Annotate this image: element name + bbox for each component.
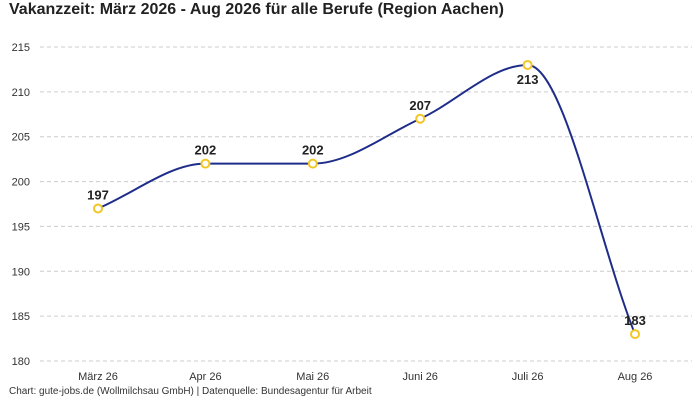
data-point [630, 329, 640, 340]
x-tick-label: Apr 26 [189, 371, 221, 383]
x-tick-label: Aug 26 [618, 371, 653, 383]
data-point [522, 59, 533, 70]
x-tick-label: Juli 26 [512, 371, 544, 383]
gridlines [40, 46, 692, 362]
y-tick-label: 205 [12, 132, 30, 144]
data-label: 213 [517, 72, 539, 87]
data-point [200, 158, 211, 169]
x-axis-ticks: März 26 Apr 26 Mai 26 Juni 26 Juli 26 Aug 26 [78, 371, 652, 383]
y-tick-label: 185 [12, 311, 30, 323]
data-label: 197 [87, 187, 109, 202]
series-line [97, 63, 636, 335]
y-tick-label: 210 [12, 87, 30, 99]
data-point [415, 113, 426, 124]
data-label: 207 [409, 98, 431, 113]
y-tick-label: 195 [12, 221, 30, 233]
y-axis-ticks: 180 185 190 195 200 205 210 215 [12, 42, 30, 368]
chart-title: Vakanzzeit: März 2026 - Aug 2026 für all… [9, 1, 504, 18]
chart-source-note: Chart: gute-jobs.de (Wollmilchsau GmbH) … [9, 386, 372, 397]
data-labels: 197 202 202 207 213 183 [87, 72, 646, 328]
x-tick-label: März 26 [78, 371, 118, 383]
line-chart: 180 185 190 195 200 205 210 215 März 26 Apr 26 Ma… [12, 42, 692, 383]
y-tick-label: 190 [12, 266, 30, 278]
data-label: 202 [302, 143, 324, 158]
data-label: 183 [624, 313, 646, 328]
x-tick-label: Juni 26 [402, 371, 437, 383]
y-tick-label: 180 [12, 356, 30, 368]
y-tick-label: 200 [12, 177, 30, 189]
data-points [93, 59, 640, 340]
data-point [93, 203, 103, 214]
x-tick-label: Mai 26 [296, 371, 329, 383]
data-label: 202 [195, 143, 217, 158]
data-point [307, 158, 318, 169]
y-tick-label: 215 [12, 42, 30, 54]
